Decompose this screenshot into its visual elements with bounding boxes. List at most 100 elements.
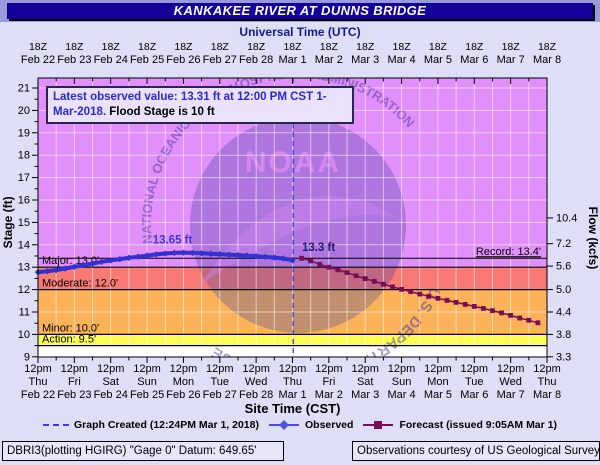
bottom-axis: 12pm 12pm 12pm 12pm 12pm 12pm 12pm 12pm 12pm 12pm…	[21, 357, 561, 416]
flow-tick-label: 5.0	[556, 284, 571, 296]
site-day-label: Wed	[499, 376, 521, 388]
site-time-tick-label: 12pm	[170, 363, 198, 375]
hydrograph-chart: NATIONAL OCEANIC AND ATMOSPHERIC ADMINIS…	[1, 41, 600, 416]
site-time-axis-title: Site Time (CST)	[245, 401, 341, 416]
utc-tick-label: 18Z	[356, 41, 375, 53]
site-time-tick-label: 12pm	[242, 363, 270, 375]
site-day-label: Sat	[357, 376, 374, 388]
site-date-label: Mar 8	[533, 389, 561, 401]
left-axis: 21 20 19 18 17 16 15 14 13 12 11 10 9 Stage (ft)	[1, 83, 38, 363]
utc-tick-label: 18Z	[429, 41, 448, 53]
site-day-label: Tue	[465, 376, 484, 388]
utc-axis-title: Universal Time (UTC)	[239, 25, 361, 39]
utc-date-label: Mar 4	[388, 54, 416, 66]
legend-observed-label: Observed	[304, 419, 354, 431]
utc-tick-label: 18Z	[465, 41, 484, 53]
stage-tick-label: 9	[24, 351, 30, 363]
utc-date-label: Mar 3	[351, 54, 379, 66]
footer: DBRI3(plotting HGIRG) "Gage 0" Datum: 64…	[0, 440, 600, 465]
point-labels: 13.65 ft 13.3 ft	[153, 235, 336, 254]
flood-stage-text: Flood Stage is 10 ft	[109, 105, 215, 118]
utc-date-label: Feb 22	[21, 54, 55, 66]
utc-tick-label: 18Z	[138, 41, 157, 53]
utc-tick-label: 18Z	[283, 41, 302, 53]
stage-tick-label: 13	[18, 262, 30, 274]
utc-date-label: Mar 7	[497, 54, 525, 66]
latest-observed-annotation: Latest observed value: 13.31 ft at 12:00…	[46, 86, 354, 124]
site-time-tick-label: 12pm	[424, 363, 452, 375]
stage-tick-label: 14	[18, 239, 30, 251]
site-date-label: Feb 22	[21, 389, 55, 401]
site-date-label: Mar 2	[315, 389, 343, 401]
utc-date-label: Feb 28	[239, 54, 273, 66]
site-date-label: Feb 27	[203, 389, 237, 401]
site-day-label: Thu	[29, 376, 48, 388]
right-axis: 10.4 7.2 5.6 5.0 4.4 3.8 3.3 Flow (kcfs)	[547, 207, 600, 363]
legend-item-forecast: Forecast (issued 9:05AM Mar 1)	[362, 419, 557, 431]
site-day-label: Fri	[68, 376, 81, 388]
station-title: KANKAKEE RIVER AT DUNNS BRIDGE	[7, 3, 593, 19]
site-time-tick-label: 12pm	[206, 363, 234, 375]
zone-label-moderate: Moderate: 12.0'	[42, 278, 118, 290]
site-date-label: Feb 23	[57, 389, 91, 401]
flow-tick-label: 3.8	[556, 329, 571, 341]
point-label: 13.3 ft	[302, 242, 335, 254]
utc-date-label: Feb 26	[166, 54, 200, 66]
site-day-label: Wed	[245, 376, 267, 388]
stage-tick-label: 19	[18, 127, 30, 139]
utc-date-label: Feb 27	[203, 54, 237, 66]
stage-tick-label: 12	[18, 284, 30, 296]
flow-tick-label: 5.6	[556, 261, 571, 273]
legend-created-label: Graph Created (12:24PM Mar 1, 2018)	[73, 419, 259, 431]
utc-date-label: Mar 1	[278, 54, 306, 66]
stage-tick-label: 15	[18, 217, 30, 229]
site-time-tick-label: 12pm	[533, 363, 561, 375]
stage-tick-label: 16	[18, 195, 30, 207]
title-bar: KANKAKEE RIVER AT DUNNS BRIDGE	[0, 0, 600, 22]
graph-created-line-icon	[42, 424, 69, 426]
site-date-label: Mar 5	[424, 389, 452, 401]
series-forecast	[299, 255, 541, 326]
site-time-tick-label: 12pm	[388, 363, 416, 375]
utc-date-label: Feb 23	[57, 54, 91, 66]
site-day-label: Fri	[322, 376, 335, 388]
stage-tick-label: 18	[18, 150, 30, 162]
site-date-label: Mar 7	[497, 389, 525, 401]
flow-axis-title: Flow (kcfs)	[586, 207, 600, 270]
site-day-label: Tue	[211, 376, 230, 388]
observed-line-icon	[268, 420, 299, 430]
flow-tick-label: 7.2	[556, 238, 571, 250]
site-time-tick-label: 12pm	[315, 363, 343, 375]
site-date-label: Feb 24	[94, 389, 128, 401]
utc-date-label: Mar 2	[315, 54, 343, 66]
stage-tick-label: 17	[18, 172, 30, 184]
site-day-label: Thu	[538, 376, 557, 388]
latest-observed-text: Latest observed value: 13.31 ft at 12:00…	[53, 91, 327, 118]
utc-date-label: Mar 6	[460, 54, 488, 66]
utc-tick-label: 18Z	[320, 41, 339, 53]
site-day-label: Mon	[173, 376, 194, 388]
site-time-tick-label: 12pm	[461, 363, 489, 375]
flood-stage-lines: Major: 13.0'Moderate: 12.0'Minor: 10.0'A…	[38, 255, 547, 347]
utc-tick-label: 18Z	[211, 41, 230, 53]
site-time-tick-label: 12pm	[351, 363, 379, 375]
site-date-label: Mar 1	[278, 389, 306, 401]
site-day-label: Sun	[137, 376, 157, 388]
record-label: Record: 13.4'	[476, 246, 541, 258]
site-time-tick-label: 12pm	[61, 363, 89, 375]
stage-tick-label: 21	[18, 83, 30, 95]
site-date-label: Mar 4	[388, 389, 416, 401]
forecast-line-icon	[363, 421, 394, 429]
site-day-label: Sat	[102, 376, 119, 388]
legend: Graph Created (12:24PM Mar 1, 2018) Obse…	[0, 419, 600, 431]
site-date-label: Feb 26	[166, 389, 200, 401]
utc-date-label: Mar 8	[533, 54, 561, 66]
top-axis: 18Z 18Z 18Z 18Z 18Z 18Z 18Z 18Z 18Z 18Z 18Z 18Z 18Z 1…	[21, 41, 561, 84]
site-time-tick-label: 12pm	[279, 363, 307, 375]
site-day-label: Sun	[392, 376, 412, 388]
utc-date-label: Mar 5	[424, 54, 452, 66]
series-observed	[34, 249, 296, 276]
site-time-tick-label: 12pm	[497, 363, 525, 375]
stage-tick-label: 10	[18, 329, 30, 341]
